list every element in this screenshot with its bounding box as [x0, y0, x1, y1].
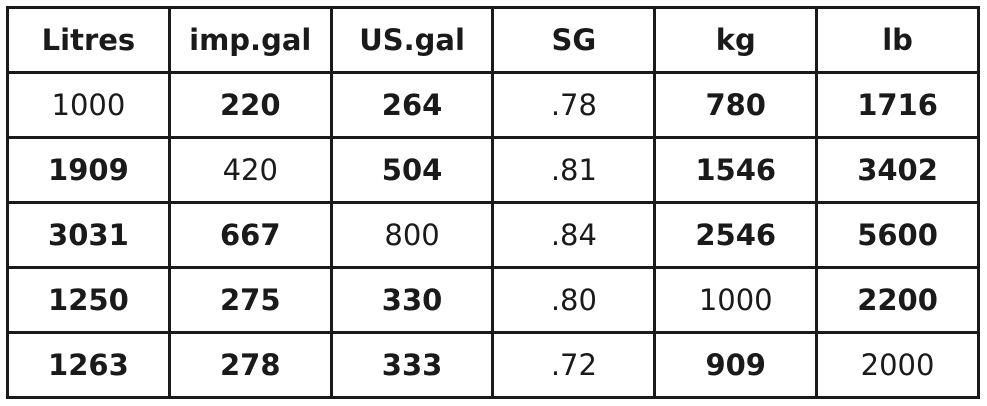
- table-cell: 1263: [6, 331, 171, 399]
- table-row: 1909 420 504 .81 1546 3402: [6, 136, 980, 204]
- table-cell: 2000: [815, 331, 980, 399]
- table-cell: .78: [491, 71, 657, 139]
- table-cell: 1546: [653, 136, 819, 204]
- table-cell: 3402: [815, 136, 980, 204]
- table-cell: 1716: [815, 71, 980, 139]
- table-cell: .80: [491, 266, 657, 334]
- header-imp-gal: imp.gal: [167, 6, 333, 74]
- table-row: 1263 278 333 .72 909 2000: [6, 331, 980, 399]
- table-cell: 800: [329, 201, 495, 269]
- table-cell: 5600: [815, 201, 980, 269]
- table-cell: 504: [329, 136, 495, 204]
- table-cell: 264: [329, 71, 495, 139]
- table-cell: 2546: [653, 201, 819, 269]
- table-cell: 333: [329, 331, 495, 399]
- header-lb: lb: [815, 6, 980, 74]
- header-litres: Litres: [6, 6, 171, 74]
- table-row: 3031 667 800 .84 2546 5600: [6, 201, 980, 269]
- table-cell: 275: [167, 266, 333, 334]
- table-header-row: Litres imp.gal US.gal SG kg lb: [6, 6, 980, 74]
- table-row: 1250 275 330 .80 1000 2200: [6, 266, 980, 334]
- table-cell: 220: [167, 71, 333, 139]
- table-cell: 3031: [6, 201, 171, 269]
- table-cell: 278: [167, 331, 333, 399]
- header-us-gal: US.gal: [329, 6, 495, 74]
- table-cell: .81: [491, 136, 657, 204]
- table-cell: 1000: [653, 266, 819, 334]
- table-cell: .84: [491, 201, 657, 269]
- table-row: 1000 220 264 .78 780 1716: [6, 71, 980, 139]
- table-cell: 1909: [6, 136, 171, 204]
- table-cell: 909: [653, 331, 819, 399]
- header-sg: SG: [491, 6, 657, 74]
- conversion-table-container: Litres imp.gal US.gal SG kg lb 1000 220 …: [6, 6, 980, 399]
- table-cell: 780: [653, 71, 819, 139]
- header-kg: kg: [653, 6, 819, 74]
- table-cell: 420: [167, 136, 333, 204]
- table-cell: 1250: [6, 266, 171, 334]
- conversion-table: Litres imp.gal US.gal SG kg lb 1000 220 …: [6, 6, 980, 399]
- table-cell: 1000: [6, 71, 171, 139]
- table-cell: 330: [329, 266, 495, 334]
- table-cell: 2200: [815, 266, 980, 334]
- table-cell: 667: [167, 201, 333, 269]
- table-cell: .72: [491, 331, 657, 399]
